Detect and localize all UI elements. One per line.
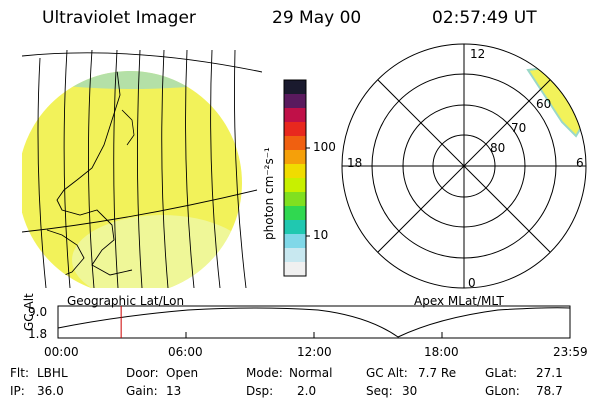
mlt-diagonal [377,79,551,253]
meridians [37,50,247,288]
mode-label: Mode: [246,366,283,380]
latitude-line [22,52,262,73]
dsp-value: 2.0 [297,384,317,398]
date-label: 29 May 00 [272,8,362,28]
disk-limb-region [27,71,237,89]
seq-value: 30 [402,384,418,398]
altitude-curve [57,307,571,338]
colorbar-stripe [284,248,306,263]
instrument-title: Ultraviolet Imager [42,8,196,28]
time-tick-1800: 18:00 [424,345,459,359]
time-tick-2359: 23:59 [553,345,588,359]
colorbar-tick-100: 100 [313,140,336,154]
disk-lighter-region [72,215,242,288]
time-tick-1200: 12:00 [297,345,332,359]
lat-label-80: 80 [490,141,506,155]
apex-title: Apex MLat/MLT [414,294,504,308]
latitude-line [22,189,258,233]
mlt-label-18: 18 [347,156,363,170]
lat-label-60: 60 [536,97,552,111]
colorbar-stripe [284,122,306,137]
ip-value: 36.0 [37,384,64,398]
colorbar-stripe [284,164,306,179]
polar-mlt-plot [341,43,587,289]
colorbar-stripe [284,108,306,123]
mlt-label-12: 12 [470,47,486,61]
colorbar-stripe [284,262,306,277]
time-tick-0600: 06:00 [168,345,203,359]
gain-label: Gain: [126,384,158,398]
colorbar-stripe [284,150,306,165]
glon-value: 78.7 [536,384,563,398]
color-bar [283,79,310,277]
glat-value: 27.1 [536,366,563,380]
gc-alt-value: 7.7 Re [418,366,457,380]
filter-value: LBHL [37,366,68,380]
gc-alt-label: GC Alt: [366,366,408,380]
mlt-label-6: 6 [576,156,584,170]
mode-value: Normal [289,366,333,380]
seq-label: Seq: [366,384,393,398]
dsp-label: Dsp: [246,384,274,398]
ip-label: IP: [10,384,25,398]
altitude-strip [57,305,571,339]
lat-label-70: 70 [511,121,527,135]
colorbar-unit-label: photon cm⁻²s⁻¹ [262,147,276,240]
colorbar-stripe [284,206,306,221]
glat-label: GLat: [485,366,518,380]
door-value: Open [166,366,199,380]
colorbar-stripe [284,94,306,109]
colorbar-stripe [284,80,306,95]
colorbar-stripe [284,136,306,151]
colorbar-tick-10: 10 [313,228,329,242]
geographic-title: Geographic Lat/Lon [67,294,185,308]
coastline [56,71,133,276]
geographic-image [22,50,262,288]
filter-label: Flt: [10,366,29,380]
alt-tick-low: 1.8 [28,327,48,341]
time-ticks [185,332,443,338]
coastline-3 [121,109,135,146]
alt-tick-high: 9.0 [28,305,48,319]
colorbar-stripe [284,234,306,249]
gain-value: 13 [166,384,182,398]
colorbar-stripe [284,178,306,193]
time-label: 02:57:49 UT [432,8,537,28]
time-tick-0000: 00:00 [44,345,79,359]
colorbar-stripe [284,220,306,235]
mlt-label-0: 0 [468,276,476,290]
door-label: Door: [126,366,159,380]
colorbar-stripe [284,192,306,207]
glon-label: GLon: [485,384,520,398]
